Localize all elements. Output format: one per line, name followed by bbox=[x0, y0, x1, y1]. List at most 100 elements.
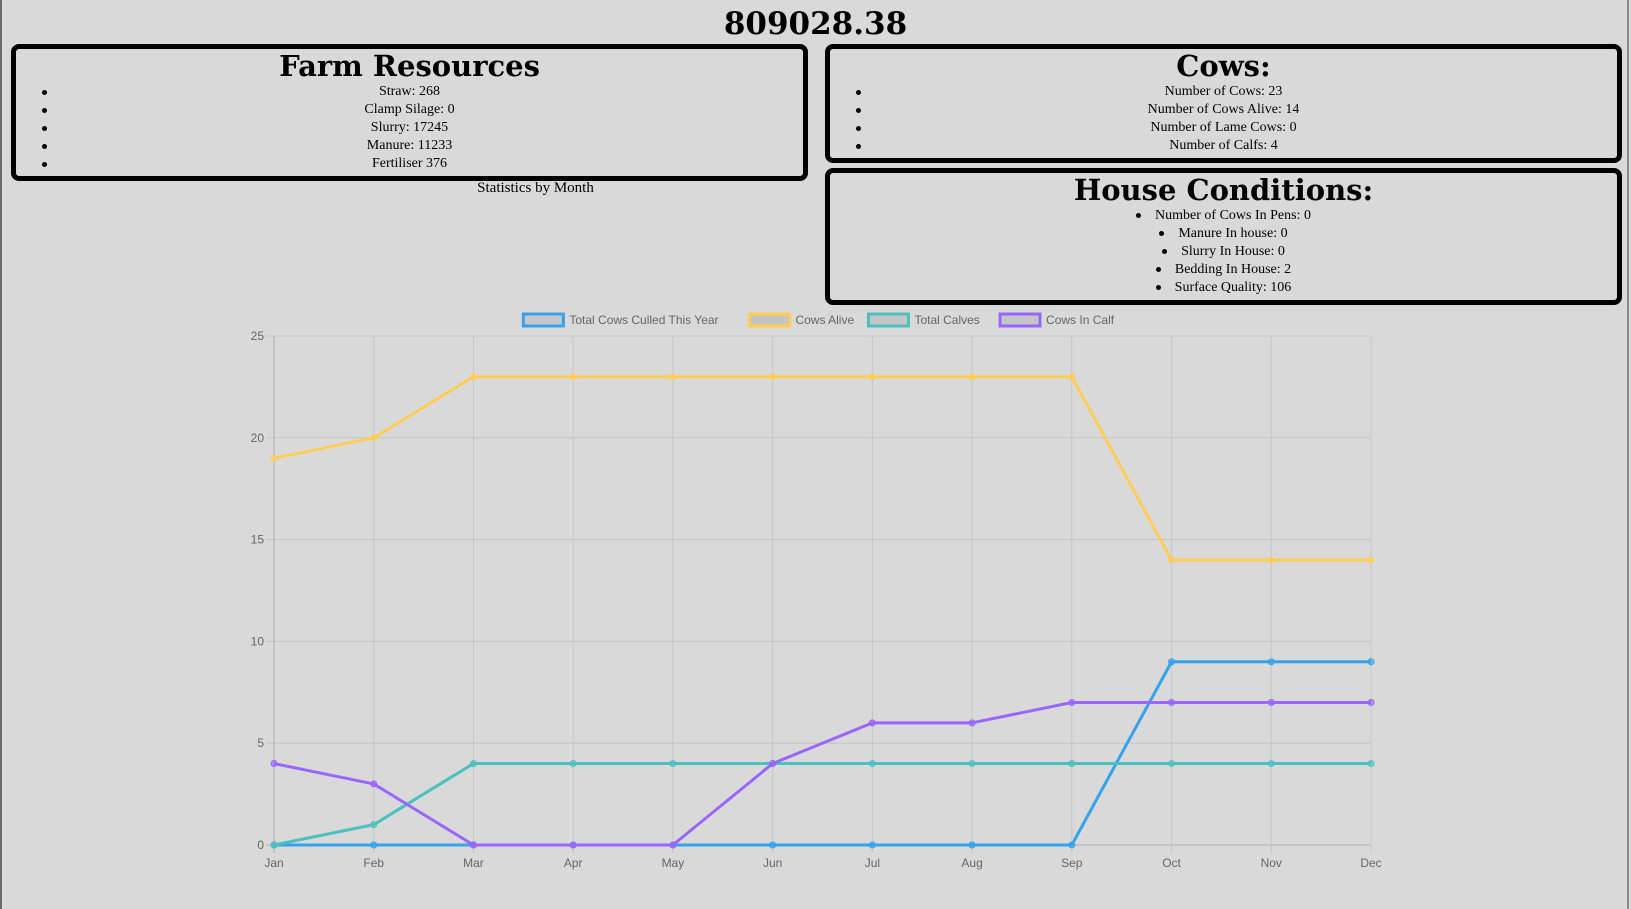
x-tick-label: Jun bbox=[763, 856, 782, 870]
y-tick-label: 15 bbox=[251, 533, 265, 547]
resource-clamp-silage: Clamp Silage: 0 bbox=[16, 101, 803, 119]
bullet-icon bbox=[1162, 249, 1168, 255]
bullet-icon bbox=[1155, 267, 1161, 273]
data-point bbox=[1168, 658, 1176, 666]
x-tick-label: Dec bbox=[1360, 856, 1381, 870]
x-tick-label: May bbox=[662, 856, 685, 870]
data-point bbox=[1267, 760, 1275, 768]
house-manure: Manure In house: 0 bbox=[830, 225, 1617, 243]
data-point bbox=[1068, 373, 1076, 381]
house-bedding: Bedding In House: 2 bbox=[830, 261, 1617, 279]
data-point bbox=[1168, 556, 1176, 564]
data-point bbox=[1367, 658, 1375, 666]
data-point bbox=[769, 841, 777, 849]
cows-number: Number of Cows: 23 bbox=[830, 83, 1617, 101]
data-point bbox=[1068, 698, 1076, 706]
house-conditions-list: Number of Cows In Pens: 0 Manure In hous… bbox=[830, 207, 1617, 297]
data-point bbox=[968, 760, 976, 768]
data-point bbox=[669, 841, 677, 849]
bullet-icon bbox=[1136, 213, 1142, 219]
cows-lame: Number of Lame Cows: 0 bbox=[830, 119, 1617, 137]
house-conditions-title: House Conditions: bbox=[1073, 173, 1374, 207]
data-point bbox=[1168, 760, 1176, 768]
legend-label: Total Calves bbox=[914, 313, 979, 327]
bullet-icon bbox=[1155, 285, 1161, 291]
cows-panel: Cows: Number of Cows: 23 Number of Cows … bbox=[825, 44, 1622, 163]
y-tick-label: 5 bbox=[257, 736, 264, 750]
legend-label: Cows Alive bbox=[795, 313, 854, 327]
house-bedding-label: Bedding In House: 2 bbox=[1174, 262, 1292, 277]
resource-fertiliser: Fertiliser 376 bbox=[16, 155, 803, 173]
house-slurry-label: Slurry In House: 0 bbox=[1181, 244, 1285, 259]
chart-series bbox=[270, 373, 1375, 849]
data-point bbox=[1267, 556, 1275, 564]
chart-axes: 0 5 10 15 20 25 Jan Feb Mar Apr May Jun Jul Aug Sep Oct… bbox=[251, 329, 1382, 870]
house-cows-in-pens-label: Number of Cows In Pens: 0 bbox=[1155, 208, 1311, 223]
x-tick-label: Mar bbox=[463, 856, 484, 870]
farm-resources-title: Farm Resources bbox=[279, 49, 540, 83]
series-line bbox=[273, 375, 1371, 562]
data-point bbox=[968, 373, 976, 381]
bullet-icon bbox=[1159, 231, 1165, 237]
house-surface-quality: Surface Quality: 106 bbox=[830, 279, 1617, 297]
y-tick-label: 25 bbox=[251, 329, 265, 343]
page-title: 809028.38 bbox=[723, 6, 908, 42]
farm-resources-list: Straw: 268 Clamp Silage: 0 Slurry: 17245… bbox=[16, 83, 803, 173]
farm-resources-panel: Farm Resources Straw: 268 Clamp Silage: … bbox=[11, 44, 808, 181]
data-point bbox=[1068, 760, 1076, 768]
data-point bbox=[1267, 658, 1275, 666]
data-point bbox=[270, 454, 278, 462]
data-point bbox=[469, 373, 477, 381]
house-cows-in-pens: Number of Cows In Pens: 0 bbox=[830, 207, 1617, 225]
legend-item[interactable]: Total Cows Culled This Year bbox=[521, 312, 719, 328]
data-point bbox=[868, 719, 876, 727]
y-tick-label: 10 bbox=[251, 634, 265, 648]
data-point bbox=[868, 841, 876, 849]
series-total-calves bbox=[270, 760, 1375, 849]
data-point bbox=[569, 760, 577, 768]
data-point bbox=[1367, 698, 1375, 706]
resource-straw: Straw: 268 bbox=[16, 83, 803, 101]
chart-grid bbox=[266, 335, 1372, 853]
series-line bbox=[273, 700, 1371, 847]
data-point bbox=[868, 760, 876, 768]
data-point bbox=[1367, 760, 1375, 768]
house-conditions-panel: House Conditions: Number of Cows In Pens… bbox=[825, 168, 1622, 305]
legend-swatch bbox=[747, 312, 791, 328]
data-point bbox=[968, 719, 976, 727]
x-tick-label: Jan bbox=[264, 856, 283, 870]
x-tick-label: Feb bbox=[363, 856, 384, 870]
series-line bbox=[273, 762, 1371, 847]
y-tick-label: 20 bbox=[251, 431, 265, 445]
data-point bbox=[569, 373, 577, 381]
x-tick-label: Nov bbox=[1261, 856, 1282, 870]
data-point bbox=[1068, 841, 1076, 849]
data-point bbox=[1367, 556, 1375, 564]
legend-swatch bbox=[521, 312, 565, 328]
chart-caption: Statistics by Month bbox=[477, 180, 594, 196]
series-total-cows-culled-this-year bbox=[270, 658, 1375, 849]
resource-manure: Manure: 11233 bbox=[16, 137, 803, 155]
x-tick-label: Oct bbox=[1162, 856, 1181, 870]
data-point bbox=[370, 841, 378, 849]
series-cows-in-calf bbox=[270, 698, 1375, 849]
data-point bbox=[270, 760, 278, 768]
house-manure-label: Manure In house: 0 bbox=[1178, 226, 1288, 241]
cows-alive: Number of Cows Alive: 14 bbox=[830, 101, 1617, 119]
house-surface-quality-label: Surface Quality: 106 bbox=[1174, 280, 1292, 295]
data-point bbox=[1267, 698, 1275, 706]
legend-item[interactable]: Cows In Calf bbox=[998, 312, 1115, 328]
data-point bbox=[469, 760, 477, 768]
legend-swatch bbox=[998, 312, 1042, 328]
data-point bbox=[370, 434, 378, 442]
legend-label: Cows In Calf bbox=[1046, 313, 1115, 327]
series-line bbox=[274, 660, 1371, 847]
cows-title: Cows: bbox=[1176, 49, 1271, 83]
series-cows-alive bbox=[270, 373, 1375, 564]
chart-legend[interactable]: Total Cows Culled This Year Cows Alive Tot… bbox=[521, 312, 1115, 328]
cows-list: Number of Cows: 23 Number of Cows Alive:… bbox=[830, 83, 1617, 155]
legend-item[interactable]: Cows Alive bbox=[747, 312, 854, 328]
legend-item[interactable]: Total Calves bbox=[866, 312, 980, 328]
